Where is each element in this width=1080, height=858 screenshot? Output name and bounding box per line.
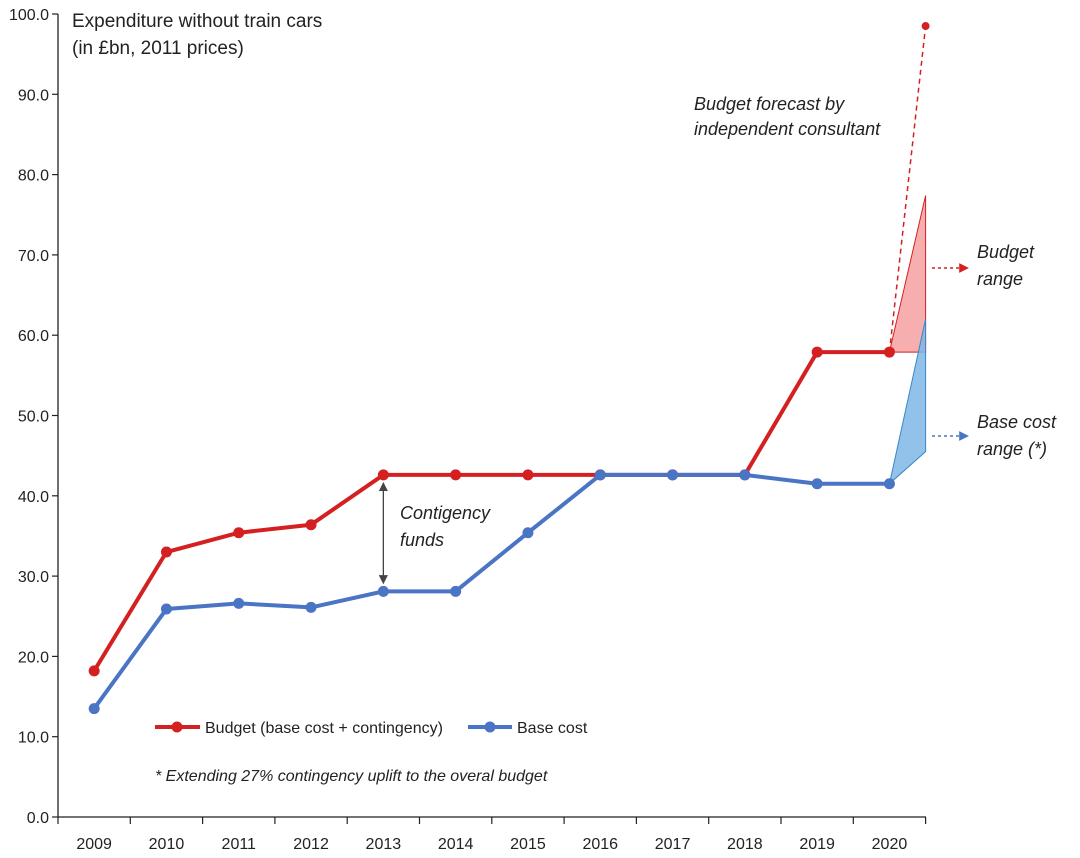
base-cost-range-label-line2: range (*) — [977, 439, 1047, 459]
x-tick-label: 2018 — [727, 836, 763, 853]
y-tick-label: 10.0 — [18, 730, 49, 747]
x-tick-label: 2019 — [799, 836, 835, 853]
y-tick-label: 40.0 — [18, 489, 49, 506]
forecast-dashed-line — [888, 25, 927, 353]
base-cost-point — [305, 601, 317, 613]
base-cost-point — [233, 597, 245, 609]
x-tick-label: 2012 — [293, 836, 329, 853]
base-cost-range-area — [888, 319, 927, 486]
x-tick-label: 2010 — [149, 836, 185, 853]
y-tick-label: 20.0 — [18, 649, 49, 666]
budget-point — [811, 346, 823, 358]
budget-point — [522, 469, 534, 481]
base-cost-point — [450, 585, 462, 597]
budget-range-label-line1: Budget — [977, 242, 1035, 262]
legend-base-label: Base cost — [517, 720, 588, 737]
chart-title: Expenditure without train cars — [72, 11, 322, 32]
x-tick-label: 2015 — [510, 836, 546, 853]
y-tick-label: 90.0 — [18, 87, 49, 104]
base-cost-point — [739, 469, 751, 481]
forecast-label-line1: Budget forecast by — [694, 94, 845, 114]
forecast-point — [921, 22, 930, 31]
base-cost-series-line — [92, 472, 892, 711]
contingency-label-line1: Contigency — [400, 503, 491, 523]
x-tick-label: 2014 — [438, 836, 474, 853]
budget-range-label-line2: range — [977, 269, 1023, 289]
legend-budget-label: Budget (base cost + contingency) — [205, 720, 443, 737]
budget-series-line — [92, 350, 892, 673]
x-tick-label: 2016 — [582, 836, 618, 853]
base-cost-point — [883, 478, 895, 490]
legend-base-marker — [484, 721, 496, 733]
base-cost-range-label-line1: Base cost — [977, 412, 1057, 432]
budget-range-area — [888, 195, 927, 353]
y-tick-label: 80.0 — [18, 168, 49, 185]
y-tick-label: 0.0 — [27, 810, 49, 827]
x-tick-label: 2011 — [222, 836, 257, 853]
base-cost-point — [377, 585, 389, 597]
base-cost-point — [667, 469, 679, 481]
base-cost-point — [811, 478, 823, 490]
footnote: * Extending 27% contingency uplift to th… — [155, 768, 548, 785]
contingency-label-line2: funds — [400, 530, 444, 550]
base-cost-point — [594, 469, 606, 481]
budget-point — [88, 665, 100, 677]
base-cost-point — [522, 527, 534, 539]
x-tick-label: 2013 — [366, 836, 402, 853]
chart-subtitle: (in £bn, 2011 prices) — [72, 38, 244, 59]
base-cost-point — [88, 703, 100, 715]
y-tick-label: 60.0 — [18, 328, 49, 345]
budget-point — [883, 346, 895, 358]
x-tick-label: 2020 — [872, 836, 908, 853]
y-tick-label: 30.0 — [18, 569, 49, 586]
base-cost-point — [160, 603, 172, 615]
y-tick-label: 70.0 — [18, 248, 49, 265]
budget-point — [233, 527, 245, 539]
y-tick-label: 50.0 — [18, 409, 49, 426]
legend: Budget (base cost + contingency) Base co… — [155, 720, 588, 737]
budget-point — [377, 469, 389, 481]
budget-point — [160, 546, 172, 558]
forecast-label-line2: independent consultant — [694, 119, 881, 139]
x-tick-label: 2009 — [76, 836, 112, 853]
x-tick-label: 2017 — [655, 836, 691, 853]
y-tick-label: 100.0 — [9, 7, 49, 24]
budget-point — [450, 469, 462, 481]
budget-point — [305, 519, 317, 531]
legend-budget-marker — [171, 721, 183, 733]
